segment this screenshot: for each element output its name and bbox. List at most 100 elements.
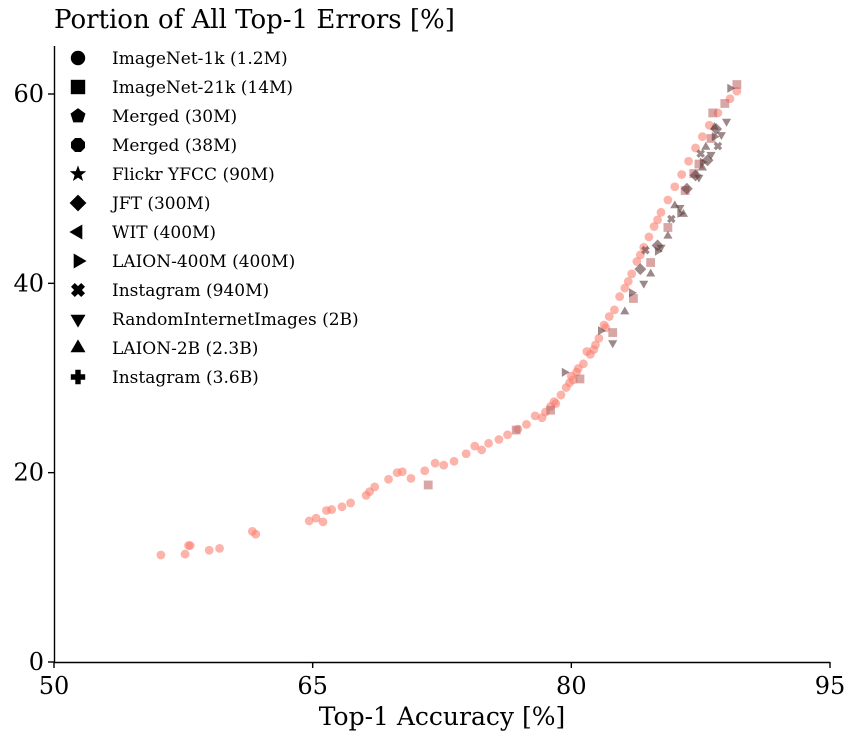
data-point-circle — [215, 544, 224, 553]
legend-marker-x-filled — [71, 283, 85, 297]
data-point-circle — [156, 550, 166, 560]
data-point-diamond — [701, 154, 714, 167]
legend-label: JFT (300M) — [110, 194, 210, 214]
data-point-triangle-down — [608, 340, 618, 349]
data-point-circle — [594, 333, 604, 343]
data-point-triangle-right — [711, 132, 720, 142]
x-tick-label: 50 — [39, 672, 70, 700]
data-point-square — [629, 294, 638, 303]
legend-marker-triangle-down — [70, 314, 86, 328]
data-point-circle — [397, 467, 407, 477]
data-point-circle — [204, 545, 214, 555]
data-point-triangle-down — [639, 280, 649, 289]
data-point-circle — [627, 269, 637, 279]
data-point-circle — [632, 257, 642, 266]
legend-marker-triangle-right — [73, 253, 87, 269]
data-point-circle — [610, 305, 619, 315]
data-point-circle — [337, 502, 347, 512]
data-point-square — [423, 480, 433, 490]
data-point-circle — [530, 411, 540, 421]
data-point-x-filled — [713, 141, 723, 151]
x-axis-label: Top-1 Accuracy [%] — [319, 702, 565, 731]
legend-label: RandomInternetImages (2B) — [112, 310, 359, 330]
x-tick-label: 95 — [815, 672, 846, 700]
legend-label: Instagram (3.6B) — [112, 368, 259, 388]
data-point-circle — [449, 456, 459, 466]
data-point-triangle-up — [646, 268, 656, 277]
data-point-circle — [623, 277, 633, 286]
data-point-circle — [653, 215, 662, 225]
data-point-circle — [566, 371, 576, 381]
data-point-diamond — [710, 123, 723, 135]
data-point-triangle-right — [629, 288, 637, 298]
legend-label: ImageNet-1k (1.2M) — [112, 49, 288, 69]
data-point-x-filled — [667, 214, 676, 224]
x-tick-label: 65 — [297, 672, 328, 700]
data-point-circle — [494, 435, 504, 444]
data-point-circle — [644, 232, 654, 242]
legend-label: Instagram (940M) — [112, 281, 269, 301]
data-point-square — [511, 425, 521, 435]
data-point-circle — [180, 549, 190, 559]
data-point-triangle-down — [722, 118, 732, 127]
data-point-circle — [185, 541, 195, 550]
legend-label: Merged (30M) — [112, 107, 237, 127]
legend-label: LAION-2B (2.3B) — [112, 339, 258, 359]
data-point-circle — [470, 441, 480, 451]
legend-marker-square — [70, 79, 86, 95]
data-point-circle — [251, 529, 261, 539]
data-point-circle — [346, 498, 356, 508]
data-point-circle — [589, 345, 599, 354]
data-point-circle — [406, 473, 416, 483]
data-point-circle — [318, 517, 328, 527]
data-point-circle — [327, 505, 337, 514]
data-point-square — [663, 223, 673, 232]
data-point-diamond — [680, 182, 693, 195]
legend-label: Merged (38M) — [112, 136, 237, 156]
legend-marker-plus-filled — [70, 369, 86, 385]
data-point-circle — [439, 460, 449, 470]
data-point-circle — [579, 359, 588, 369]
y-tick-label: 60 — [13, 80, 44, 108]
legend-label: LAION-400M (400M) — [112, 252, 295, 272]
data-point-circle — [311, 513, 321, 523]
data-point-triangle-right — [727, 83, 736, 93]
legend-marker-circle — [70, 50, 86, 66]
data-point-circle — [684, 156, 693, 166]
data-point-circle — [304, 516, 314, 526]
y-tick-label: 40 — [13, 269, 44, 297]
data-point-circle — [503, 430, 512, 440]
legend-marker-pentagon — [70, 108, 86, 123]
data-point-diamond — [634, 263, 647, 276]
data-point-square — [694, 159, 704, 169]
data-point-square — [708, 108, 718, 118]
legend-label: ImageNet-21k (14M) — [112, 78, 293, 98]
data-point-square — [608, 328, 618, 337]
y-tick-label: 0 — [29, 648, 44, 676]
data-point-circle — [620, 283, 630, 293]
data-point-circle — [477, 445, 487, 455]
data-point-diamond — [689, 169, 702, 182]
legend-marker-triangle-up — [70, 339, 86, 353]
data-point-circle — [549, 397, 559, 407]
data-point-triangle-up — [620, 306, 630, 315]
data-point-circle — [461, 449, 471, 459]
data-point-circle — [384, 474, 393, 484]
data-point-circle — [663, 195, 673, 205]
legend-label: WIT (400M) — [112, 223, 216, 243]
data-point-triangle-down — [675, 205, 685, 213]
data-point-circle — [522, 419, 531, 429]
data-point-triangle-right — [598, 326, 606, 336]
data-point-square — [720, 99, 730, 108]
data-point-x-filled — [696, 149, 705, 158]
data-point-circle — [732, 86, 742, 96]
data-point-x-filled — [641, 245, 650, 255]
data-point-triangle-right — [561, 367, 570, 377]
data-point-circle — [430, 458, 440, 468]
data-point-circle — [656, 207, 666, 217]
data-point-circle — [615, 292, 625, 301]
data-point-square — [732, 80, 742, 89]
data-point-circle — [370, 482, 380, 492]
data-point-circle — [649, 222, 659, 231]
